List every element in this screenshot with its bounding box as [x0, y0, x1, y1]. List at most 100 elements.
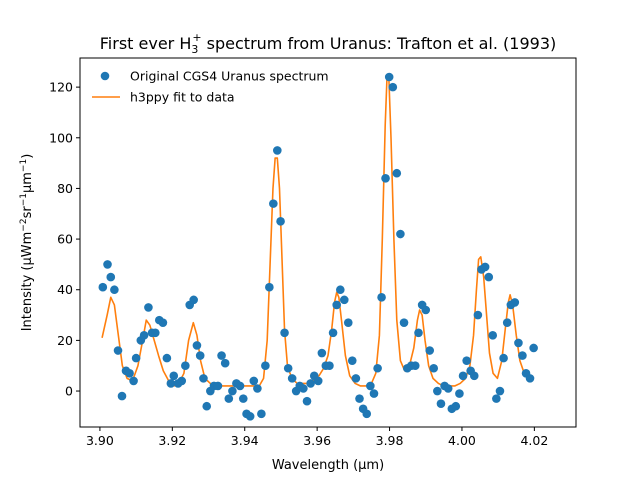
data-point: [433, 386, 442, 396]
data-point: [328, 328, 338, 338]
data-point: [455, 389, 464, 398]
data-point: [410, 361, 420, 371]
data-point: [169, 371, 179, 381]
data-point: [484, 272, 494, 282]
data-point: [269, 199, 278, 208]
data-point: [228, 386, 237, 396]
data-point: [343, 318, 353, 327]
data-point: [158, 318, 168, 327]
data-point: [469, 371, 479, 381]
x-tick-label: 3.96: [303, 433, 331, 448]
y-tick-label: 20: [57, 333, 73, 348]
data-point: [257, 409, 266, 419]
data-point: [355, 394, 364, 403]
legend-label-scatter: Original CGS4 Uranus spectrum: [130, 69, 329, 84]
x-tick-label: 4.02: [520, 433, 548, 448]
data-point: [220, 358, 230, 368]
data-point: [98, 282, 108, 292]
plot-area: [98, 72, 538, 421]
data-point: [199, 374, 208, 383]
title-superscript: +: [192, 31, 201, 44]
data-point: [166, 379, 176, 388]
data-point: [332, 300, 341, 310]
y-tick-label: 60: [57, 232, 73, 247]
x-tick-label: 3.98: [376, 433, 404, 448]
data-point: [384, 72, 394, 82]
data-point: [110, 285, 119, 295]
data-point: [106, 272, 116, 282]
y-tick-label: 100: [49, 130, 73, 145]
data-point: [366, 381, 375, 391]
plot-frame: [79, 57, 577, 428]
data-point: [421, 305, 431, 315]
data-point: [436, 399, 446, 409]
data-point: [265, 282, 274, 292]
legend: Original CGS4 Uranus spectrum h3ppy fit t…: [92, 69, 329, 105]
data-point: [280, 328, 289, 338]
x-tick-label: 4.00: [448, 433, 476, 448]
x-axis-label: Wavelength (μm): [272, 458, 384, 473]
data-point: [458, 371, 468, 381]
fit-line: [101, 76, 534, 387]
data-point: [261, 361, 270, 371]
data-point: [499, 353, 508, 363]
data-point: [392, 168, 402, 178]
chart-title: First ever H3+ spectrum from Uranus: Tra…: [100, 31, 557, 56]
data-point: [347, 356, 357, 365]
data-point: [235, 381, 245, 391]
data-point: [495, 386, 505, 396]
data-point: [131, 353, 141, 363]
data-point: [317, 348, 327, 358]
data-point: [238, 394, 248, 403]
points-layer: [98, 72, 538, 421]
data-point: [162, 353, 172, 363]
data-point: [473, 310, 483, 320]
data-point: [514, 338, 523, 348]
data-point: [414, 328, 423, 338]
data-point: [425, 346, 435, 355]
data-point: [273, 146, 282, 155]
data-point: [181, 361, 190, 371]
data-point: [529, 343, 538, 353]
data-point: [362, 409, 372, 419]
data-point: [492, 394, 501, 403]
data-point: [369, 389, 379, 398]
data-point: [299, 384, 308, 393]
data-point: [117, 391, 127, 401]
x-tick-label: 3.90: [86, 433, 114, 448]
data-point: [502, 318, 512, 327]
data-point: [144, 303, 153, 312]
x-tick-label: 3.92: [158, 433, 186, 448]
x-axis: 3.90 3.92 3.94 3.96 3.98 4.00 4.02: [86, 427, 548, 448]
y-axis-label: Intensity (μWm−2sr−1μm−1): [19, 154, 35, 332]
data-point: [249, 376, 259, 386]
data-point: [192, 341, 202, 350]
data-point: [103, 260, 112, 269]
y-tick-label: 120: [49, 80, 73, 95]
data-point: [510, 298, 520, 307]
data-point: [195, 351, 205, 360]
data-point: [377, 293, 386, 302]
data-point: [480, 262, 490, 272]
data-point: [313, 376, 323, 386]
fit-layer: [101, 76, 534, 387]
data-point: [245, 412, 255, 421]
data-point: [283, 363, 293, 373]
data-point: [202, 401, 212, 411]
data-point: [462, 356, 471, 365]
y-tick-label: 0: [65, 384, 73, 399]
data-point: [217, 351, 226, 360]
data-point: [139, 331, 149, 340]
title-subscript: 3: [191, 43, 198, 56]
x-tick-label: 3.94: [231, 433, 259, 448]
data-point: [325, 361, 334, 371]
data-point: [381, 174, 390, 183]
legend-marker-scatter: [100, 71, 110, 81]
data-point: [399, 318, 409, 327]
data-point: [213, 381, 223, 391]
data-point: [373, 363, 382, 373]
data-point: [525, 374, 535, 383]
data-point: [151, 328, 160, 338]
y-tick-label: 80: [57, 181, 73, 196]
